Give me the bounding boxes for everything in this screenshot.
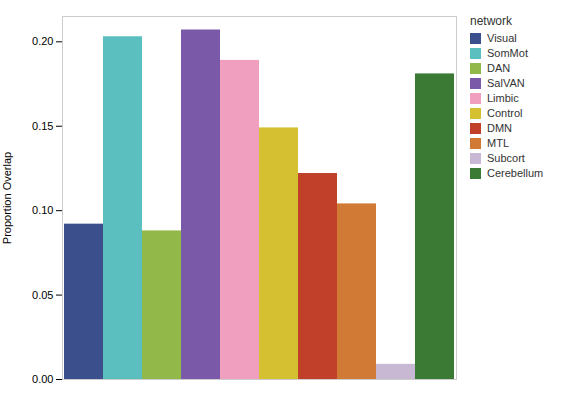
- svg-text:0.10: 0.10: [32, 204, 53, 216]
- svg-text:Proportion Overlap: Proportion Overlap: [1, 152, 13, 244]
- svg-text:0.05: 0.05: [32, 289, 53, 301]
- svg-text:0.20: 0.20: [32, 35, 53, 47]
- html-text:MTL: MTL: [487, 137, 509, 149]
- svg-text:0.15: 0.15: [32, 120, 53, 132]
- html-text:SomMot: SomMot: [487, 47, 528, 59]
- html-text:Cerebellum: Cerebellum: [487, 167, 544, 179]
- html-text:SalVAN: SalVAN: [487, 77, 525, 89]
- html-text:DAN: DAN: [487, 62, 511, 74]
- html-text:Limbic: Limbic: [487, 92, 519, 104]
- html-text:Subcort: Subcort: [487, 152, 525, 164]
- svg-text:0.00: 0.00: [32, 373, 53, 385]
- html-text:DMN: DMN: [487, 122, 513, 134]
- html-text:Visual: Visual: [487, 32, 517, 44]
- html-text:network: network: [470, 14, 512, 28]
- html-text:Control: Control: [487, 107, 523, 119]
